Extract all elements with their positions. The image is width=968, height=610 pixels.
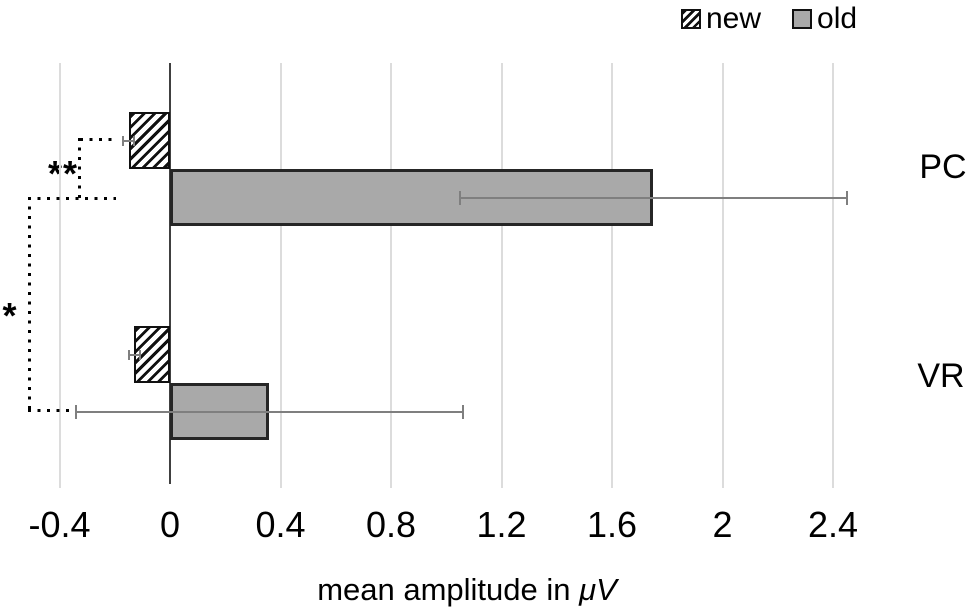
errorbar-vr-old-cap xyxy=(75,404,78,419)
errorbar-pc-old xyxy=(460,196,847,199)
x-tick-label: 0 xyxy=(159,504,181,545)
legend-label-new: new xyxy=(706,2,762,35)
errorbar-pc-new xyxy=(123,139,135,142)
significance-bracket-segment xyxy=(28,409,69,412)
significance-bracket-segment xyxy=(78,138,81,200)
x-axis-zero-line xyxy=(169,63,171,484)
errorbar-pc-new-cap xyxy=(133,135,136,146)
errorbar-vr-old-cap xyxy=(461,404,464,419)
gridline xyxy=(58,63,61,488)
x-tick-label: 2.4 xyxy=(807,504,859,545)
significance-marker-double: ** xyxy=(47,153,79,194)
x-axis-title-text: mean amplitude in xyxy=(317,572,580,607)
x-tick-label: 0.4 xyxy=(255,504,306,545)
gridline xyxy=(500,63,503,488)
significance-bracket-segment xyxy=(28,197,116,200)
errorbar-vr-old xyxy=(76,410,463,413)
significance-bracket-segment xyxy=(28,197,31,413)
x-tick-label: 1.6 xyxy=(586,504,638,545)
category-label-pc: PC xyxy=(919,148,967,186)
gridline xyxy=(279,63,282,488)
x-axis-title-unit: μV xyxy=(579,572,617,607)
errorbar-pc-old-cap xyxy=(459,190,462,205)
legend: new old xyxy=(681,2,857,36)
x-tick-label: -0.4 xyxy=(28,504,91,545)
legend-swatch-hatched-icon xyxy=(681,9,701,29)
errorbar-vr-new-cap xyxy=(138,349,141,360)
category-label-vr: VR xyxy=(917,357,965,395)
legend-label-old: old xyxy=(817,2,858,35)
gridline xyxy=(390,63,392,488)
errorbar-vr-new xyxy=(128,353,140,356)
legend-swatch-solid-icon xyxy=(792,9,813,29)
significance-bracket-segment xyxy=(80,138,116,141)
gridline xyxy=(721,63,724,488)
errorbar-pc-new-cap xyxy=(122,135,125,146)
x-tick-label: 1.2 xyxy=(476,504,527,545)
x-tick-label: 0.8 xyxy=(365,504,417,545)
gridline xyxy=(611,63,613,488)
significance-marker-single: * xyxy=(2,295,18,336)
gridline xyxy=(832,63,834,488)
x-tick-label: 2 xyxy=(712,504,733,545)
x-axis-title: mean amplitude in μV xyxy=(317,572,617,608)
errorbar-pc-old-cap xyxy=(845,190,848,205)
errorbar-vr-new-cap xyxy=(127,349,130,360)
